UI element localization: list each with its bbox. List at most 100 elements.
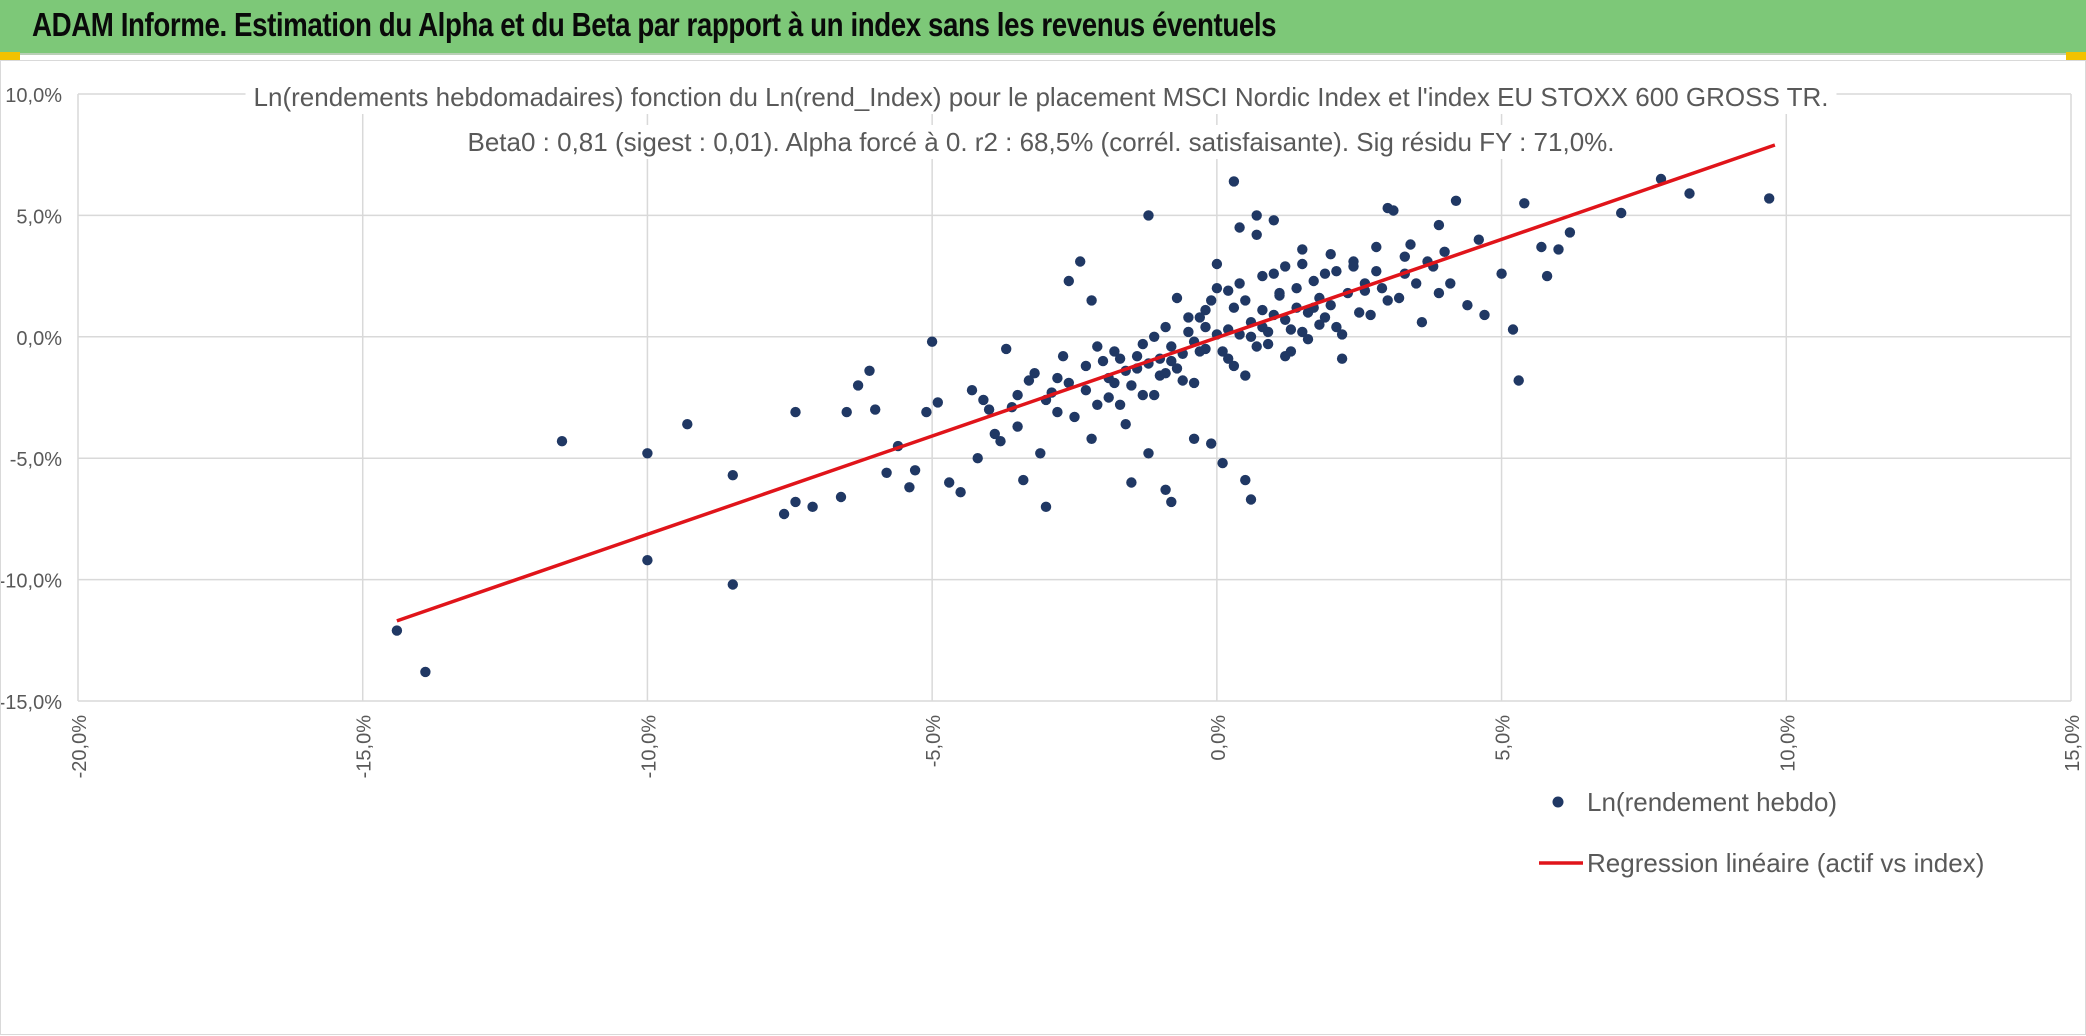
data-point (932, 397, 943, 408)
data-point (1217, 346, 1228, 357)
data-point (1268, 215, 1280, 226)
data-point (841, 406, 852, 418)
data-point (1331, 321, 1342, 333)
x-tick-label: 5,0% (1493, 715, 1515, 761)
data-point (1063, 377, 1075, 389)
data-point (1126, 477, 1137, 488)
data-point (1183, 326, 1194, 338)
data-point (1365, 309, 1376, 321)
data-point (1325, 300, 1336, 311)
data-point (921, 406, 932, 418)
corner-marker-right (2066, 52, 2086, 60)
y-tick-label: -15,0% (1, 692, 62, 714)
data-point (1280, 261, 1291, 272)
data-point (790, 406, 801, 418)
data-point (1262, 326, 1274, 338)
data-point (1200, 321, 1211, 333)
data-point (1012, 389, 1023, 401)
data-point (1126, 380, 1137, 391)
data-point (1228, 176, 1240, 187)
data-point (864, 365, 875, 376)
data-point (972, 453, 983, 464)
title-background (459, 125, 1623, 159)
data-point (1092, 341, 1103, 352)
data-point (983, 404, 995, 415)
y-tick-label: 5,0% (16, 206, 62, 228)
data-point (1684, 188, 1695, 199)
axes: 10,0% 5,0% 0,0% -5,0% -10,0% -15,0% -20,0% -15,… (1, 85, 2084, 778)
chart-subtitle: Beta0 : 0,81 (sigest : 0,01). Alpha forc… (468, 127, 1615, 157)
legend: Ln(rendement hebdo) Regression linéaire … (1539, 787, 1984, 878)
data-point (1764, 193, 1775, 204)
data-point (1223, 353, 1234, 364)
data-point (1035, 448, 1046, 459)
data-point (1297, 258, 1308, 270)
data-point (1080, 385, 1092, 396)
data-point (1228, 302, 1240, 313)
title-background (245, 80, 1837, 114)
legend-label-points: Ln(rendement hebdo) (1587, 787, 1837, 817)
data-point (1297, 326, 1308, 338)
data-point (1109, 346, 1120, 357)
data-point (1063, 275, 1075, 287)
data-point (966, 385, 978, 396)
data-point (1137, 389, 1149, 401)
data-point (1371, 241, 1382, 253)
data-point (1228, 360, 1240, 372)
data-point (1206, 295, 1217, 306)
data-point (1206, 438, 1217, 449)
data-point (1376, 283, 1388, 294)
data-point (1251, 341, 1262, 352)
data-point (1382, 295, 1393, 306)
legend-label-regression: Regression linéaire (actif vs index) (1587, 848, 1984, 878)
data-point (1194, 312, 1206, 323)
data-point (1114, 399, 1126, 410)
data-point (1314, 319, 1325, 330)
y-tick-label: -10,0% (1, 571, 62, 593)
data-point (642, 555, 653, 566)
data-point (1274, 287, 1285, 299)
data-point (835, 491, 847, 503)
data-point (1536, 241, 1547, 253)
x-tick-label: 10,0% (1777, 715, 1799, 772)
data-point (1240, 474, 1251, 486)
data-point (1183, 312, 1194, 323)
data-point (1439, 246, 1450, 257)
data-point (778, 508, 790, 520)
data-point (1616, 207, 1627, 219)
data-point (1319, 312, 1331, 323)
data-point (1200, 343, 1211, 355)
data-point (1416, 317, 1428, 328)
data-point (1018, 474, 1029, 486)
data-point (727, 470, 738, 481)
data-point (1080, 360, 1092, 372)
data-point (1519, 198, 1530, 209)
data-point (1541, 270, 1553, 282)
data-point (1052, 406, 1063, 418)
data-point (1268, 268, 1280, 279)
data-point (1564, 227, 1576, 238)
report-title: ADAM Informe. Estimation du Alpha et du … (32, 6, 1277, 43)
data-point (642, 448, 653, 459)
data-point (1160, 321, 1171, 333)
data-point (1251, 210, 1262, 221)
data-point (1393, 292, 1405, 304)
data-point (1057, 351, 1069, 362)
data-point (852, 380, 864, 391)
data-point (1445, 278, 1456, 289)
data-point (1188, 377, 1200, 389)
data-point (1302, 334, 1314, 345)
regression-line (396, 143, 1776, 623)
data-point (944, 477, 955, 488)
x-tick-label: 15,0% (2062, 715, 2084, 772)
data-point (1240, 295, 1251, 306)
data-point (1211, 258, 1223, 270)
data-point (1473, 234, 1485, 245)
data-point (1023, 375, 1035, 386)
data-point (1336, 329, 1348, 340)
corner-marker-left (0, 52, 20, 60)
data-point (1086, 295, 1097, 306)
data-point (807, 501, 818, 512)
data-point (1405, 239, 1416, 250)
data-point (909, 465, 921, 476)
